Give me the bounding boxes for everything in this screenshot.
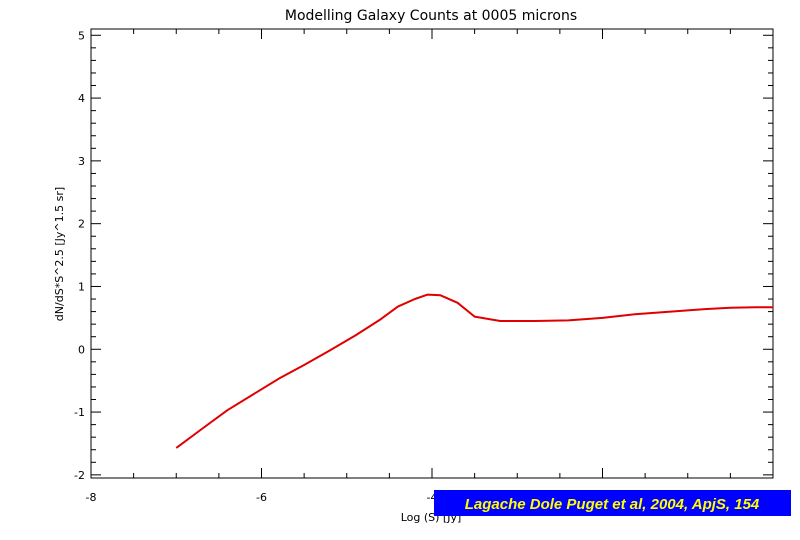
y-tick-label: 1 [78, 280, 85, 293]
series-line [175, 293, 773, 449]
y-tick-label: -1 [74, 406, 85, 419]
x-axis-ticks: -8 -6 -4 [86, 29, 774, 504]
x-tick-label: -4 [427, 491, 438, 504]
credit-text: Lagache Dole Puget et al, 2004, ApjS, 15… [465, 496, 760, 513]
y-tick-label: -2 [74, 469, 85, 482]
y-tick-label: 3 [78, 155, 85, 168]
y-axis-ticks: -2 -1 0 1 2 3 4 5 [74, 29, 773, 482]
credit-box [434, 490, 791, 516]
y-axis-label: dN/dS*S^2.5 [Jy^1.5 sr] [53, 187, 66, 321]
series-layer [175, 293, 773, 449]
y-tick-label: 0 [78, 343, 85, 356]
y-tick-label: 5 [78, 29, 85, 42]
chart-title: Modelling Galaxy Counts at 0005 microns [285, 8, 577, 24]
x-tick-label: -8 [86, 491, 97, 504]
y-tick-label: 4 [78, 92, 85, 105]
y-tick-label: 2 [78, 218, 85, 231]
x-tick-label: -6 [256, 491, 267, 504]
